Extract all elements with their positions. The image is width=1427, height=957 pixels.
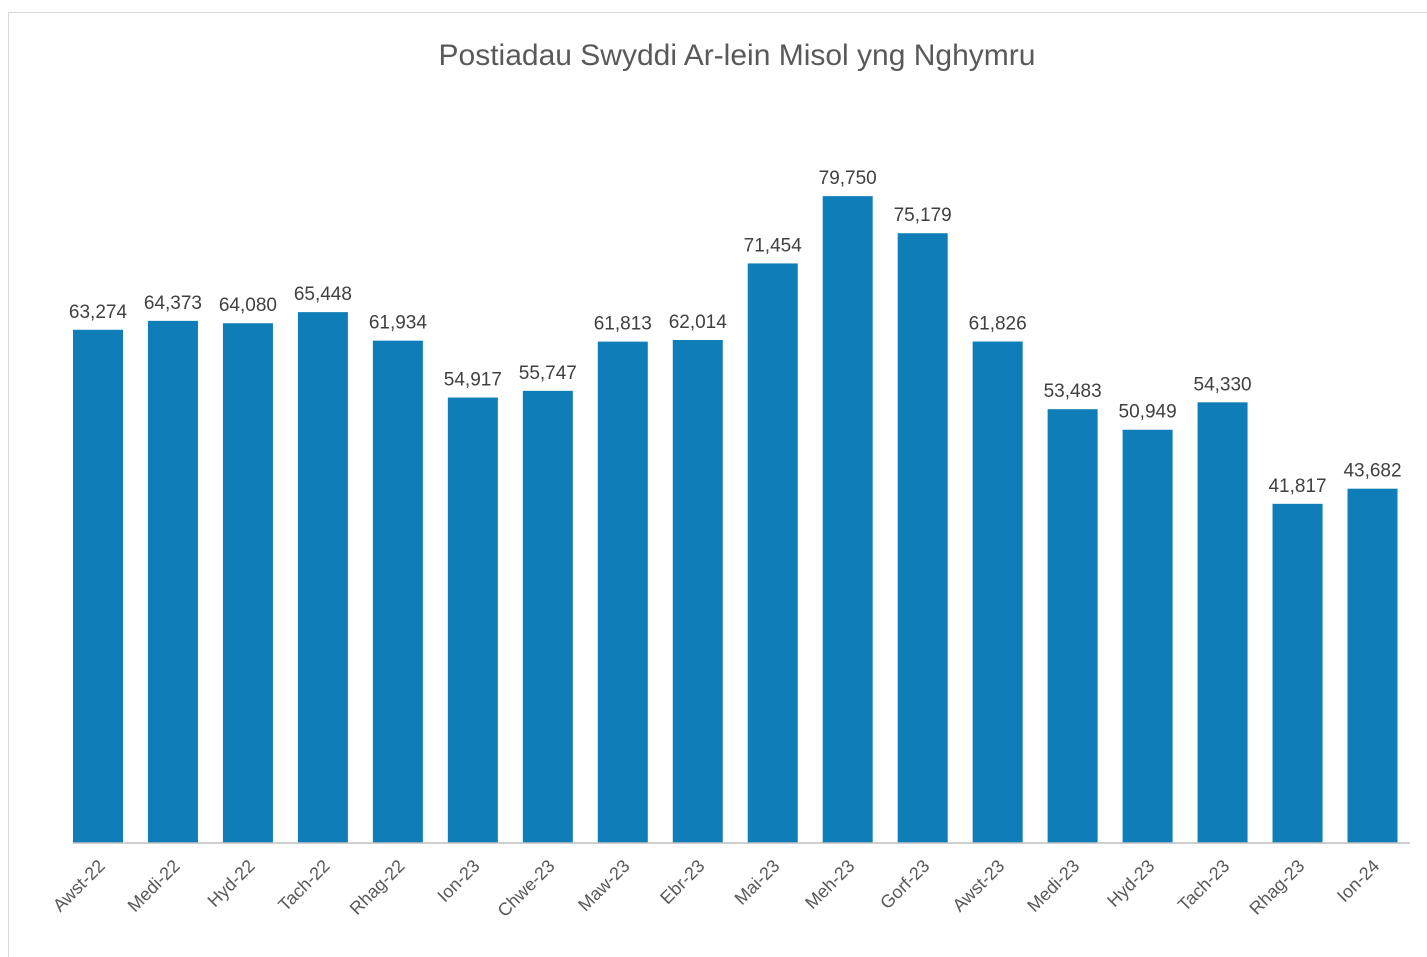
bar <box>522 390 573 843</box>
data-label: 71,454 <box>744 235 803 256</box>
bar <box>72 329 123 843</box>
data-label: 64,373 <box>144 293 202 314</box>
data-label: 63,274 <box>69 302 128 323</box>
data-label: 75,179 <box>894 205 952 226</box>
data-label: 61,934 <box>369 313 428 334</box>
data-label: 61,813 <box>594 314 652 335</box>
bar <box>447 397 498 843</box>
data-label: 54,330 <box>1194 374 1252 395</box>
bar <box>1122 429 1173 843</box>
chart-title: Postiadau Swyddi Ar-lein Misol yng Nghym… <box>439 39 1036 72</box>
data-label: 61,826 <box>969 314 1027 335</box>
data-label: 55,747 <box>519 363 577 384</box>
bar <box>1347 488 1398 843</box>
data-label: 65,448 <box>294 284 352 305</box>
data-label: 54,917 <box>444 370 502 391</box>
data-label: 41,817 <box>1268 476 1326 497</box>
bar <box>672 339 723 843</box>
bar <box>747 263 798 843</box>
data-label: 50,949 <box>1119 402 1177 423</box>
bar <box>972 341 1023 843</box>
data-label: 64,080 <box>219 295 277 316</box>
data-label: 53,483 <box>1044 381 1102 402</box>
data-label: 79,750 <box>819 168 877 189</box>
bar <box>597 341 648 843</box>
bar <box>222 323 273 843</box>
data-label: 62,014 <box>669 312 728 333</box>
bar <box>1197 402 1248 843</box>
bar <box>372 340 423 843</box>
data-label: 43,682 <box>1343 461 1401 482</box>
bar <box>822 196 873 843</box>
bar <box>147 320 198 844</box>
bar <box>897 233 948 843</box>
bar <box>1272 503 1323 843</box>
bar <box>1047 409 1098 843</box>
bar <box>297 312 348 843</box>
